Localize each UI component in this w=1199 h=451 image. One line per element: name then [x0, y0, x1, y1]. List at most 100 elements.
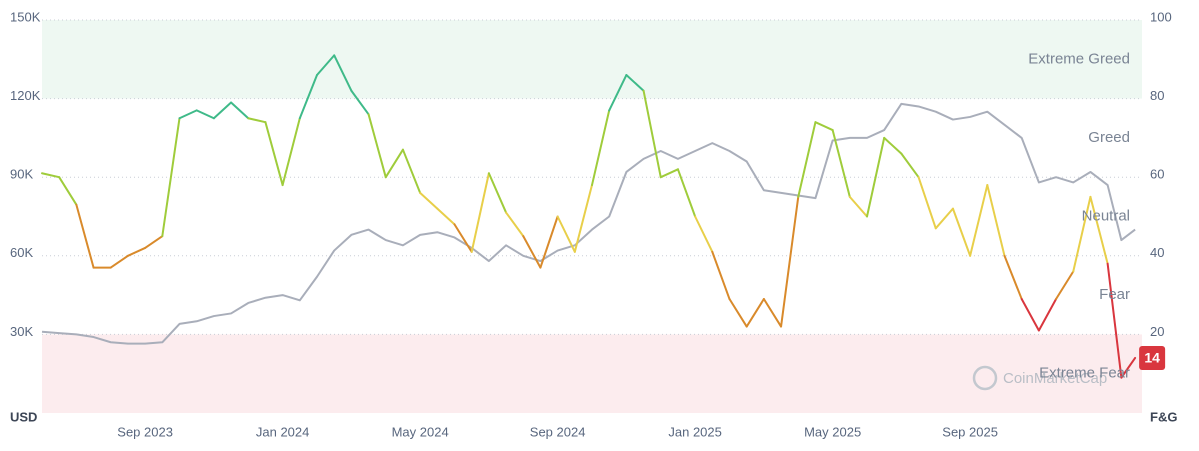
index-segment	[659, 168, 679, 179]
index-segment	[883, 136, 903, 155]
current-badge	[1139, 345, 1166, 370]
index-segment	[866, 136, 886, 218]
watermark: CoinMarketCap	[972, 365, 1107, 391]
index-segment	[195, 109, 215, 120]
x-tick-label: Jan 2025	[668, 424, 722, 439]
index-segment	[487, 172, 508, 214]
index-segment	[797, 121, 817, 198]
index-segment	[1120, 356, 1137, 379]
index-segment	[264, 121, 284, 187]
y2-tick-label: 60	[1150, 167, 1164, 182]
index-segment	[75, 203, 95, 269]
index-segment	[230, 101, 250, 120]
index-segment	[1003, 254, 1023, 301]
index-segment	[212, 101, 233, 120]
index-segment	[642, 89, 662, 179]
index-segment	[1055, 270, 1075, 301]
index-segment	[1106, 262, 1123, 379]
index-segment	[470, 172, 490, 253]
labels: Extreme Greed Greed Neutral Fear Extreme Fea…	[10, 9, 1172, 439]
x-tick-label: May 2025	[804, 424, 861, 439]
price-line	[41, 102, 1136, 345]
index-segment	[109, 254, 129, 269]
zone-label: Fear	[1099, 286, 1130, 303]
index-segment	[969, 184, 989, 257]
y-tick-label: 90K	[10, 167, 33, 182]
index-segment	[951, 207, 972, 257]
index-segment	[1037, 298, 1058, 332]
index-segment	[178, 109, 198, 120]
index-segment	[694, 215, 714, 253]
index-segment	[711, 250, 731, 301]
y-tick-label: 120K	[10, 88, 41, 103]
index-segment	[522, 235, 542, 269]
index-segment	[831, 129, 851, 198]
zone-band	[42, 334, 1142, 413]
index-segment	[625, 74, 645, 92]
index-segment	[350, 89, 370, 116]
index-segment	[728, 298, 748, 328]
index-segment	[848, 195, 868, 218]
index-segment	[367, 113, 387, 179]
y2-tick-label: 20	[1150, 324, 1164, 339]
lines: 14	[41, 54, 1166, 379]
zone-band	[42, 20, 1142, 99]
index-segment	[1089, 195, 1109, 265]
index-segment	[676, 168, 697, 218]
x-tick-label: Sep 2025	[942, 424, 998, 439]
x-tick-label: Sep 2024	[530, 424, 586, 439]
index-segment	[539, 215, 559, 269]
index-segment	[453, 223, 473, 253]
index-segment	[934, 207, 954, 230]
y-tick-label: 60K	[10, 245, 33, 260]
index-segment	[436, 207, 456, 226]
x-tick-label: Jan 2024	[256, 424, 310, 439]
index-segment	[333, 54, 353, 92]
index-segment	[384, 148, 404, 179]
index-segment	[1020, 298, 1040, 332]
current-value: 14	[1144, 350, 1160, 366]
index-segment	[316, 54, 336, 77]
watermark-logo	[972, 365, 998, 391]
y-tick-label: 150K	[10, 9, 41, 24]
index-segment	[58, 176, 78, 206]
index-segment	[917, 176, 937, 230]
x-tick-label: May 2024	[392, 424, 449, 439]
index-segment	[591, 109, 611, 187]
index-segment	[556, 215, 576, 253]
index-segment	[745, 298, 765, 328]
index-segment	[762, 298, 783, 328]
index-segment	[608, 74, 628, 112]
zone-label: Greed	[1088, 129, 1130, 146]
y2-tick-label: 40	[1150, 245, 1164, 260]
index-segment	[144, 235, 164, 249]
index-segment	[41, 172, 61, 179]
zone-label: Extreme Fear	[1039, 365, 1130, 382]
y-axis-label: USD	[10, 409, 37, 424]
index-segment	[986, 184, 1006, 257]
grid	[42, 19, 1142, 335]
index-segment	[1072, 195, 1092, 273]
x-tick-label: Sep 2023	[117, 424, 173, 439]
index-segment	[814, 121, 834, 132]
y2-axis-label: F&G	[1150, 409, 1177, 424]
y2-tick-label: 80	[1150, 88, 1164, 103]
zone-label: Extreme Greed	[1028, 50, 1130, 67]
index-segment	[419, 191, 439, 210]
y2-tick-label: 100	[1150, 9, 1172, 24]
index-segment	[573, 184, 593, 253]
y-tick-label: 30K	[10, 324, 33, 339]
index-segment	[505, 211, 525, 238]
index-segment	[900, 152, 920, 179]
index-segment	[281, 117, 301, 187]
index-segment	[401, 148, 422, 194]
index-segment	[126, 246, 147, 257]
index-segment	[298, 74, 318, 120]
zone-label: Neutral	[1082, 207, 1130, 224]
index-segment	[780, 195, 800, 328]
index-segment	[161, 117, 181, 238]
index-segment	[247, 117, 267, 124]
zones	[42, 20, 1142, 413]
watermark-text: CoinMarketCap	[1003, 370, 1107, 387]
